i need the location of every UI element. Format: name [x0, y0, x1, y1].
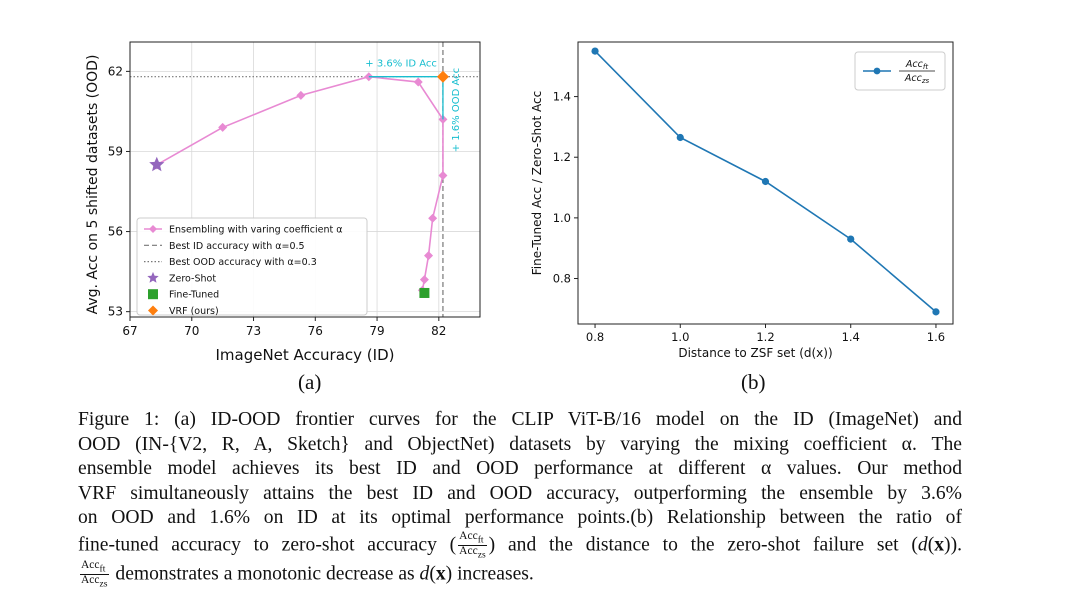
legend-label: VRF (ours)	[169, 306, 219, 317]
fine-tuned-point	[419, 287, 430, 298]
ensemble-point	[296, 90, 306, 100]
y-axis-label-a: Avg. Acc on 5 shifted datasets (OOD)	[85, 55, 101, 315]
zero-shot-point	[149, 156, 165, 172]
y-tick-label-b: 1.0	[553, 211, 571, 225]
annotation-id-acc: + 3.6% ID Acc	[365, 59, 437, 70]
legend-label: Fine-Tuned	[169, 290, 219, 301]
y-tick-label-b: 1.2	[553, 150, 571, 164]
annotation-ood-acc: + 1.6% OOD Acc	[451, 68, 462, 152]
x-axis-label-b: Distance to ZSF set (d(x))	[678, 346, 832, 360]
caption-line-4: VRF simultaneously attains the best ID a…	[78, 482, 962, 504]
caption-line-7: Accft Acczs demonstrates a monotonic decr…	[80, 559, 534, 590]
ratio-point	[932, 308, 940, 316]
y-tick-label-b: 1.4	[553, 90, 571, 104]
caption-line-6: fine-tuned accuracy to zero-shot accurac…	[78, 529, 962, 561]
y-tick-label-a: 53	[108, 305, 123, 319]
ratio-point	[761, 177, 770, 186]
x-tick-label-a: 67	[122, 324, 137, 338]
x-tick-label-b: 1.6	[927, 330, 945, 344]
x-tick-label-b: 1.0	[671, 330, 689, 344]
legend-label: Best OOD accuracy with α=0.3	[169, 257, 317, 268]
vrf-point	[436, 70, 449, 83]
chart-a: + 3.6% ID Acc + 1.6% OOD Acc 67 70 73 76 79 82 5…	[85, 41, 481, 364]
legend-marker	[148, 289, 158, 300]
x-tick-label-a: 70	[184, 324, 199, 338]
x-tick-label-a: 79	[369, 324, 384, 338]
x-tick-label-a: 76	[308, 324, 323, 338]
chart-b: 0.8 1.0 1.2 1.4 1.6 0.8 1.0 1.2 1.4 Distance to Z…	[530, 41, 954, 360]
ensemble-point	[438, 170, 448, 180]
legend-marker-b	[873, 67, 881, 75]
y-tick-label-a: 62	[108, 64, 123, 78]
ratio-point	[847, 235, 855, 243]
caption-line-1: Figure 1: (a) ID-OOD frontier curves for…	[78, 409, 962, 430]
x-tick-label-b: 1.4	[842, 330, 860, 344]
legend-label: Zero-Shot	[169, 273, 216, 284]
legend-a	[136, 217, 368, 316]
legend-label: Ensembling with varing coefficient α	[169, 225, 343, 236]
y-tick-label-a: 56	[108, 225, 123, 239]
x-axis-label-a: ImageNet Accuracy (ID)	[215, 346, 394, 364]
caption-fraction: Accft Acczs	[458, 529, 487, 561]
ensemble-point	[218, 122, 228, 132]
caption-fraction-2: Accft Acczs	[80, 559, 109, 590]
ratio-point	[676, 133, 684, 142]
x-tick-label-b: 1.2	[756, 330, 774, 344]
ratio-point	[591, 47, 599, 55]
legend-frac-den: Acczs	[904, 73, 930, 85]
ensemble-point	[428, 213, 438, 223]
ensemble-point	[419, 275, 429, 285]
legend-marker	[148, 305, 158, 316]
figure-caption: Figure 1: (a) ID-OOD frontier curves for…	[78, 408, 962, 590]
x-tick-label-a: 73	[246, 324, 261, 338]
caption-line-3: ensemble model achieves its best ID and …	[78, 458, 962, 479]
y-tick-label-b: 0.8	[553, 272, 571, 286]
panel-label-a: (a)	[298, 370, 322, 394]
ensemble-point	[413, 77, 423, 87]
y-axis-label-b: Fine-Tuned Acc / Zero-Shot Acc	[530, 91, 544, 275]
legend-marker	[147, 271, 159, 283]
plot-frame-a	[129, 41, 481, 318]
x-tick-label-a: 82	[431, 324, 446, 338]
caption-line-5: on OOD and 1.6% on ID at its optimal per…	[78, 507, 962, 528]
y-tick-label-a: 59	[108, 144, 123, 158]
panel-label-b: (b)	[741, 370, 766, 394]
legend-frac-num: Accft	[905, 59, 928, 71]
ensemble-point	[424, 251, 434, 261]
caption-line-2: OOD (IN-{V2, R, A, Sketch} and ObjectNet…	[78, 433, 962, 455]
legend-marker	[149, 225, 157, 233]
x-tick-label-b: 0.8	[586, 330, 604, 344]
legend-label: Best ID accuracy with α=0.5	[169, 241, 305, 252]
